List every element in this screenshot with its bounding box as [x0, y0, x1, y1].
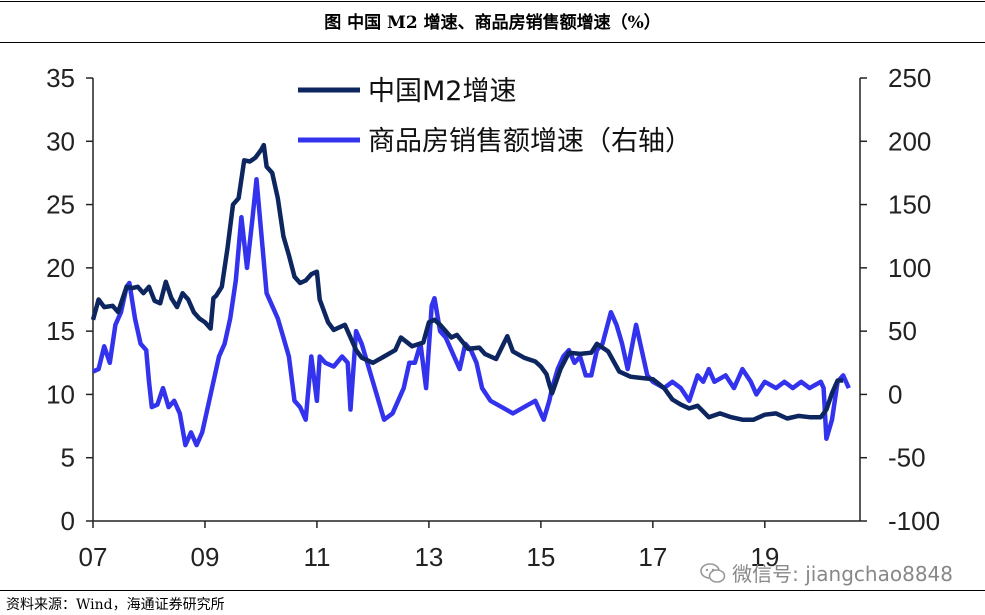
right-tick-label: 50	[888, 316, 917, 346]
header-bottom-rule	[0, 42, 985, 43]
legend-label-m2: 中国M2增速	[368, 76, 516, 107]
legend: 中国M2增速 商品房销售额增速（右轴）	[298, 76, 692, 157]
footer-rule	[0, 590, 985, 591]
chart-title: 图 中国 M2 增速、商品房销售额增速（%）	[324, 12, 661, 33]
right-tick-label: 0	[888, 379, 902, 409]
left-tick-label: 25	[46, 190, 75, 220]
x-tick-label: 15	[526, 542, 555, 572]
right-tick-label: 150	[888, 190, 931, 220]
x-tick-label: 19	[750, 542, 779, 572]
x-tick-label: 09	[191, 542, 220, 572]
wechat-logo-icon	[700, 562, 726, 583]
right-tick-label: 250	[888, 63, 931, 93]
left-tick-label: 0	[61, 506, 75, 536]
x-tick-label: 17	[638, 542, 667, 572]
left-tick-label: 20	[46, 253, 75, 283]
watermark: 微信号: jiangchao8848	[700, 558, 953, 587]
right-tick-label: -100	[888, 506, 940, 536]
watermark-text: 微信号: jiangchao8848	[732, 562, 953, 586]
x-tick-label: 11	[303, 542, 330, 572]
right-tick-label: 100	[888, 253, 931, 283]
left-tick-label: 30	[46, 126, 75, 156]
right-tick-label: -50	[888, 443, 926, 473]
header-top-rule	[0, 1, 985, 2]
m2-growth-line	[90, 142, 844, 422]
left-tick-label: 5	[61, 443, 75, 473]
x-tick-label: 07	[79, 542, 108, 572]
left-tick-label: 15	[46, 316, 75, 346]
x-tick-label: 13	[414, 542, 443, 572]
series-layer	[90, 142, 851, 448]
source-note: 资料来源：Wind，海通证券研究所	[6, 597, 225, 613]
left-tick-label: 10	[46, 379, 75, 409]
chart-axes: 0 5 10 15 20 25 30 35 -100 -50 0 50 100 150 200 250 07 09…	[46, 63, 940, 572]
left-tick-label: 35	[46, 63, 75, 93]
sales-growth-line	[92, 177, 851, 448]
m2-vs-property-sales-chart: 0 5 10 15 20 25 30 35 -100 -50 0 50 100 150 200 250 07 09…	[46, 63, 940, 572]
axis-ticks: 0 5 10 15 20 25 30 35 -100 -50 0 50 100 150 200 250 07 09…	[46, 63, 940, 572]
right-tick-label: 200	[888, 126, 931, 156]
legend-label-sales: 商品房销售额增速（右轴）	[368, 126, 692, 157]
